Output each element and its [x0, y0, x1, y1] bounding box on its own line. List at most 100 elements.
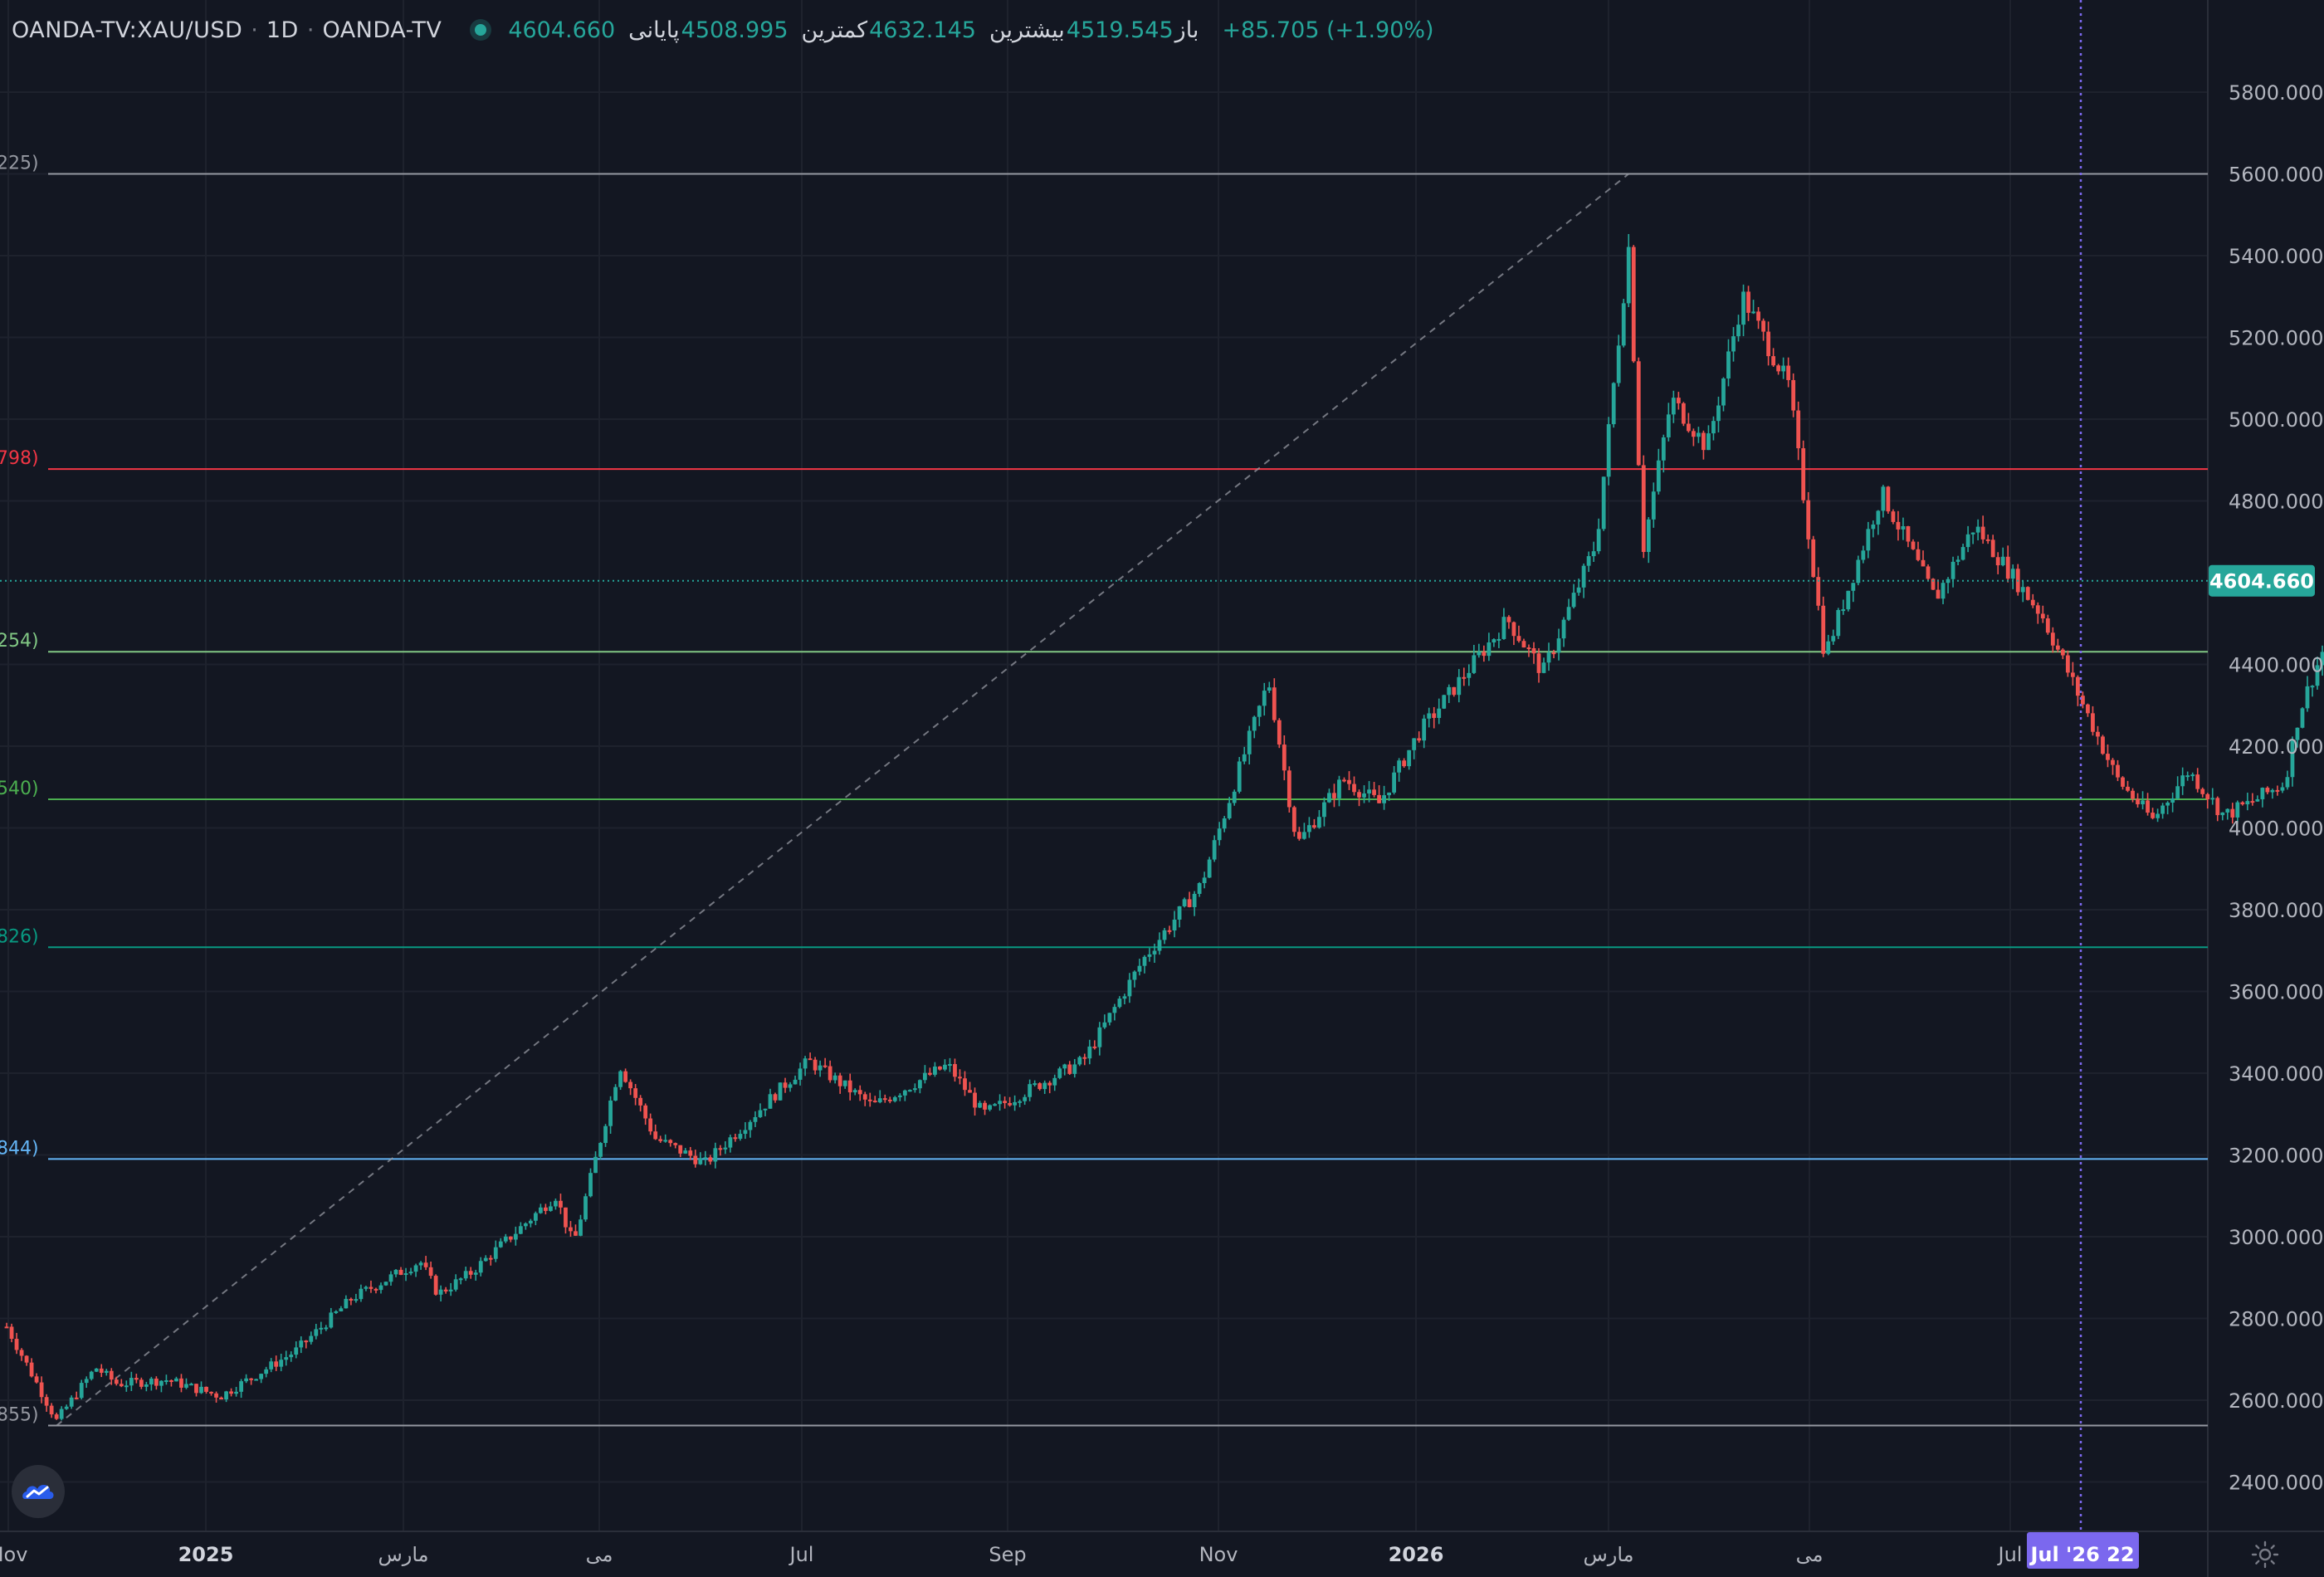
- candle-body-down: [54, 1414, 59, 1419]
- candle-body-down: [887, 1099, 892, 1101]
- candle-body-down: [99, 1368, 104, 1373]
- candle-body-down: [973, 1092, 977, 1108]
- candle-body-down: [1801, 448, 1806, 500]
- fibonacci-levels: 225) 798) 254) 540) 826) 844) 855): [0, 154, 2208, 1427]
- candle-body-down: [34, 1376, 39, 1383]
- candle-body-down: [1277, 720, 1282, 745]
- candle-body-down: [1038, 1083, 1042, 1090]
- source-label: OANDA-TV: [322, 17, 442, 43]
- candle-body-down: [1806, 500, 1811, 540]
- candle-body-down: [1906, 525, 1911, 542]
- candle-body-down: [1811, 539, 1816, 578]
- candle-body-up: [1057, 1068, 1062, 1078]
- candle-body-up: [1257, 706, 1262, 717]
- candle-body-down: [623, 1071, 628, 1082]
- candle-body-down: [229, 1391, 233, 1394]
- candle-body-down: [134, 1378, 139, 1380]
- candle-body-up: [1616, 345, 1621, 383]
- candle-body-up: [763, 1108, 768, 1111]
- candle-body-up: [2185, 775, 2190, 778]
- market-status-icon[interactable]: [475, 24, 487, 36]
- price-tick-label: 2800.000: [2229, 1308, 2324, 1331]
- candle-body-up: [289, 1355, 294, 1358]
- candle-body-up: [418, 1262, 423, 1266]
- candle-body-up: [1157, 940, 1162, 951]
- price-axis[interactable]: 5800.000 5600.000 5400.000 5200.000 5000.000…: [2209, 81, 2324, 1495]
- candle-body-down: [1282, 745, 1286, 771]
- candle-body-up: [1571, 593, 1576, 608]
- candle-body-down: [2121, 777, 2125, 787]
- candle-body-up: [1955, 559, 1960, 562]
- candle-body-down: [1761, 320, 1765, 332]
- candle-body-up: [364, 1286, 369, 1289]
- candle-body-up: [2010, 569, 2015, 579]
- candle-body-down: [2205, 793, 2210, 800]
- candle-body-up: [94, 1368, 99, 1372]
- candle-body-down: [1291, 807, 1296, 832]
- candle-body-up: [818, 1065, 823, 1071]
- candle-body-down: [1921, 559, 1926, 567]
- candle-body-up: [1217, 828, 1222, 841]
- candle-body-down: [559, 1200, 563, 1208]
- candle-body-down: [468, 1271, 473, 1275]
- interval-label[interactable]: 1D: [266, 17, 299, 43]
- candle-body-up: [1606, 424, 1611, 477]
- candle-body-down: [2200, 788, 2205, 794]
- candle-body-up: [2235, 802, 2240, 818]
- price-tick-label: 5800.000: [2229, 81, 2324, 105]
- candle-body-down: [194, 1384, 198, 1394]
- candle-body-down: [1931, 579, 1936, 590]
- symbol-name[interactable]: OANDA-TV:XAU/USD: [12, 17, 243, 43]
- candle-body-down: [1377, 794, 1381, 803]
- tradingview-logo-icon[interactable]: [12, 1465, 65, 1518]
- candle-body-down: [1536, 653, 1541, 673]
- candle-body-down: [1746, 291, 1750, 313]
- candle-body-up: [1541, 662, 1546, 673]
- candle-body-up: [1232, 791, 1237, 803]
- legend-separator: ·: [306, 17, 315, 43]
- price-tick-label: 3600.000: [2229, 981, 2324, 1004]
- candle-body-up: [917, 1080, 922, 1089]
- candle-body-up: [1960, 547, 1965, 560]
- candle-body-down: [433, 1276, 438, 1295]
- candle-body-down: [214, 1393, 218, 1398]
- candle-body-up: [239, 1381, 244, 1392]
- candle-body-up: [1591, 551, 1596, 557]
- candle-body-up: [922, 1072, 927, 1081]
- candle-body-up: [1656, 460, 1661, 492]
- candle-body-down: [2081, 696, 2085, 705]
- candle-body-up: [324, 1327, 329, 1330]
- candle-body-down: [219, 1397, 223, 1400]
- candle-body-up: [933, 1066, 937, 1075]
- price-tick-label: 3800.000: [2229, 899, 2324, 922]
- candle-body-down: [2025, 587, 2030, 600]
- candle-body-down: [813, 1059, 818, 1071]
- candle-body-down: [14, 1339, 19, 1350]
- candle-body-up: [583, 1196, 588, 1220]
- candle-body-up: [299, 1340, 304, 1348]
- candle-body-down: [109, 1370, 114, 1380]
- candle-body-down: [688, 1150, 693, 1156]
- candle-body-down: [44, 1397, 49, 1406]
- candle-body-down: [2035, 605, 2040, 614]
- candle-body-down: [643, 1105, 648, 1119]
- time-tick-label: 2025: [178, 1543, 234, 1566]
- open-label: باز: [1174, 17, 1199, 43]
- candle-body-up: [1876, 510, 1881, 525]
- candle-body-down: [963, 1078, 967, 1091]
- candle-body-up: [892, 1096, 897, 1101]
- candle-body-up: [2315, 665, 2320, 686]
- theme-toggle-sun-icon[interactable]: [2251, 1540, 2279, 1569]
- candle-body-down: [2086, 704, 2090, 714]
- candle-body-up: [1487, 642, 1492, 657]
- candle-body-up: [473, 1272, 478, 1275]
- time-axis[interactable]: Nov 2025 مارس می Jul Sep Nov 2026 مارس می Jul Jul '…: [0, 1532, 2139, 1569]
- candle-body-up: [269, 1361, 274, 1370]
- candle-body-down: [1980, 526, 1985, 540]
- candle-body-up: [948, 1064, 952, 1067]
- candle-body-down: [24, 1355, 29, 1363]
- candle-body-down: [1691, 431, 1696, 437]
- candle-body-up: [1052, 1077, 1057, 1086]
